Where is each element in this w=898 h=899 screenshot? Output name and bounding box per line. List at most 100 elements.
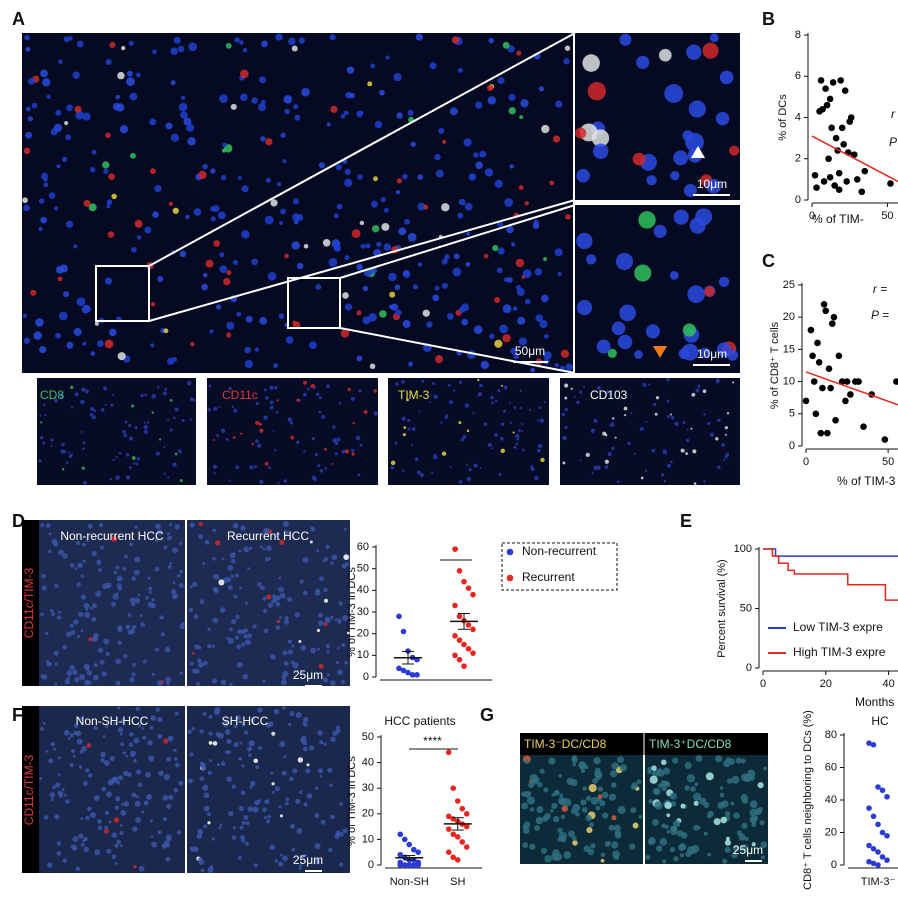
cell <box>649 775 658 784</box>
cell <box>308 745 315 751</box>
cell <box>229 682 233 686</box>
cell <box>554 362 559 368</box>
cell <box>298 640 302 643</box>
cell <box>447 384 451 387</box>
cell <box>212 556 216 561</box>
cell <box>104 277 113 285</box>
cell <box>200 868 205 873</box>
cell <box>664 801 672 810</box>
cell <box>97 825 103 831</box>
cell <box>402 469 405 472</box>
point <box>881 436 889 443</box>
cell <box>116 575 123 582</box>
cell <box>570 779 578 787</box>
cell <box>113 817 120 823</box>
cell <box>317 647 320 651</box>
cell <box>342 828 348 834</box>
cell <box>141 726 145 730</box>
cell <box>269 844 276 851</box>
cell <box>238 805 244 812</box>
cell <box>144 393 148 397</box>
y-tick-label: 40 <box>362 757 374 769</box>
cell <box>105 132 111 139</box>
cell <box>61 442 65 447</box>
cell <box>139 614 143 617</box>
zoom-line <box>148 32 576 267</box>
point <box>870 741 877 748</box>
cell <box>43 182 49 188</box>
point <box>841 87 849 94</box>
cell <box>333 244 340 251</box>
cell <box>588 783 597 793</box>
cell <box>309 341 317 350</box>
cell <box>601 791 609 799</box>
cell <box>146 794 153 800</box>
cell <box>62 553 68 559</box>
cell <box>483 253 489 259</box>
cell <box>227 750 232 754</box>
point <box>858 188 866 196</box>
cell <box>585 452 590 458</box>
cell <box>202 562 206 565</box>
cell <box>719 792 725 798</box>
point <box>396 613 402 620</box>
group-label: Recurrent HCC <box>227 529 309 543</box>
cell <box>190 342 195 347</box>
cell <box>162 817 167 822</box>
annotation: r <box>891 107 896 121</box>
cell <box>477 378 480 382</box>
cell <box>757 782 764 789</box>
cell <box>494 433 498 437</box>
cell <box>518 185 524 191</box>
cell <box>225 437 229 441</box>
y-tick-label: 30 <box>357 606 369 618</box>
cell <box>218 405 221 408</box>
cell <box>510 347 518 355</box>
cell <box>117 726 124 733</box>
cell <box>187 729 192 734</box>
cell <box>232 436 236 439</box>
cell <box>324 598 329 603</box>
cell <box>303 450 306 453</box>
cell <box>563 58 570 65</box>
cell <box>576 232 593 250</box>
cell <box>524 759 530 764</box>
cell <box>653 224 667 238</box>
cell <box>306 763 310 767</box>
cell <box>163 738 169 744</box>
cell <box>587 82 607 101</box>
cell <box>188 778 193 784</box>
cell <box>40 435 44 440</box>
panel-label: F <box>12 705 23 725</box>
cell <box>652 788 659 795</box>
cell <box>611 446 615 451</box>
cell <box>63 291 70 298</box>
cell <box>226 270 232 276</box>
cell <box>109 477 113 481</box>
cell <box>616 480 620 484</box>
cell <box>373 176 378 182</box>
cell <box>178 102 188 112</box>
cell <box>351 229 361 239</box>
cell <box>123 654 128 659</box>
cell <box>274 859 279 863</box>
cell <box>267 602 274 608</box>
cell <box>131 672 136 677</box>
cell <box>22 197 28 204</box>
cell <box>560 814 566 820</box>
cell <box>60 449 65 454</box>
cell <box>45 523 51 528</box>
cell <box>63 36 70 43</box>
cell <box>74 677 80 683</box>
cell <box>174 711 179 716</box>
cell <box>193 846 199 853</box>
cell <box>539 768 545 774</box>
point <box>837 77 844 84</box>
cell <box>240 838 246 843</box>
cell <box>680 853 685 858</box>
cell <box>316 588 320 593</box>
cell <box>196 681 200 686</box>
cell <box>716 342 732 357</box>
cell <box>340 113 346 119</box>
point <box>450 785 457 791</box>
